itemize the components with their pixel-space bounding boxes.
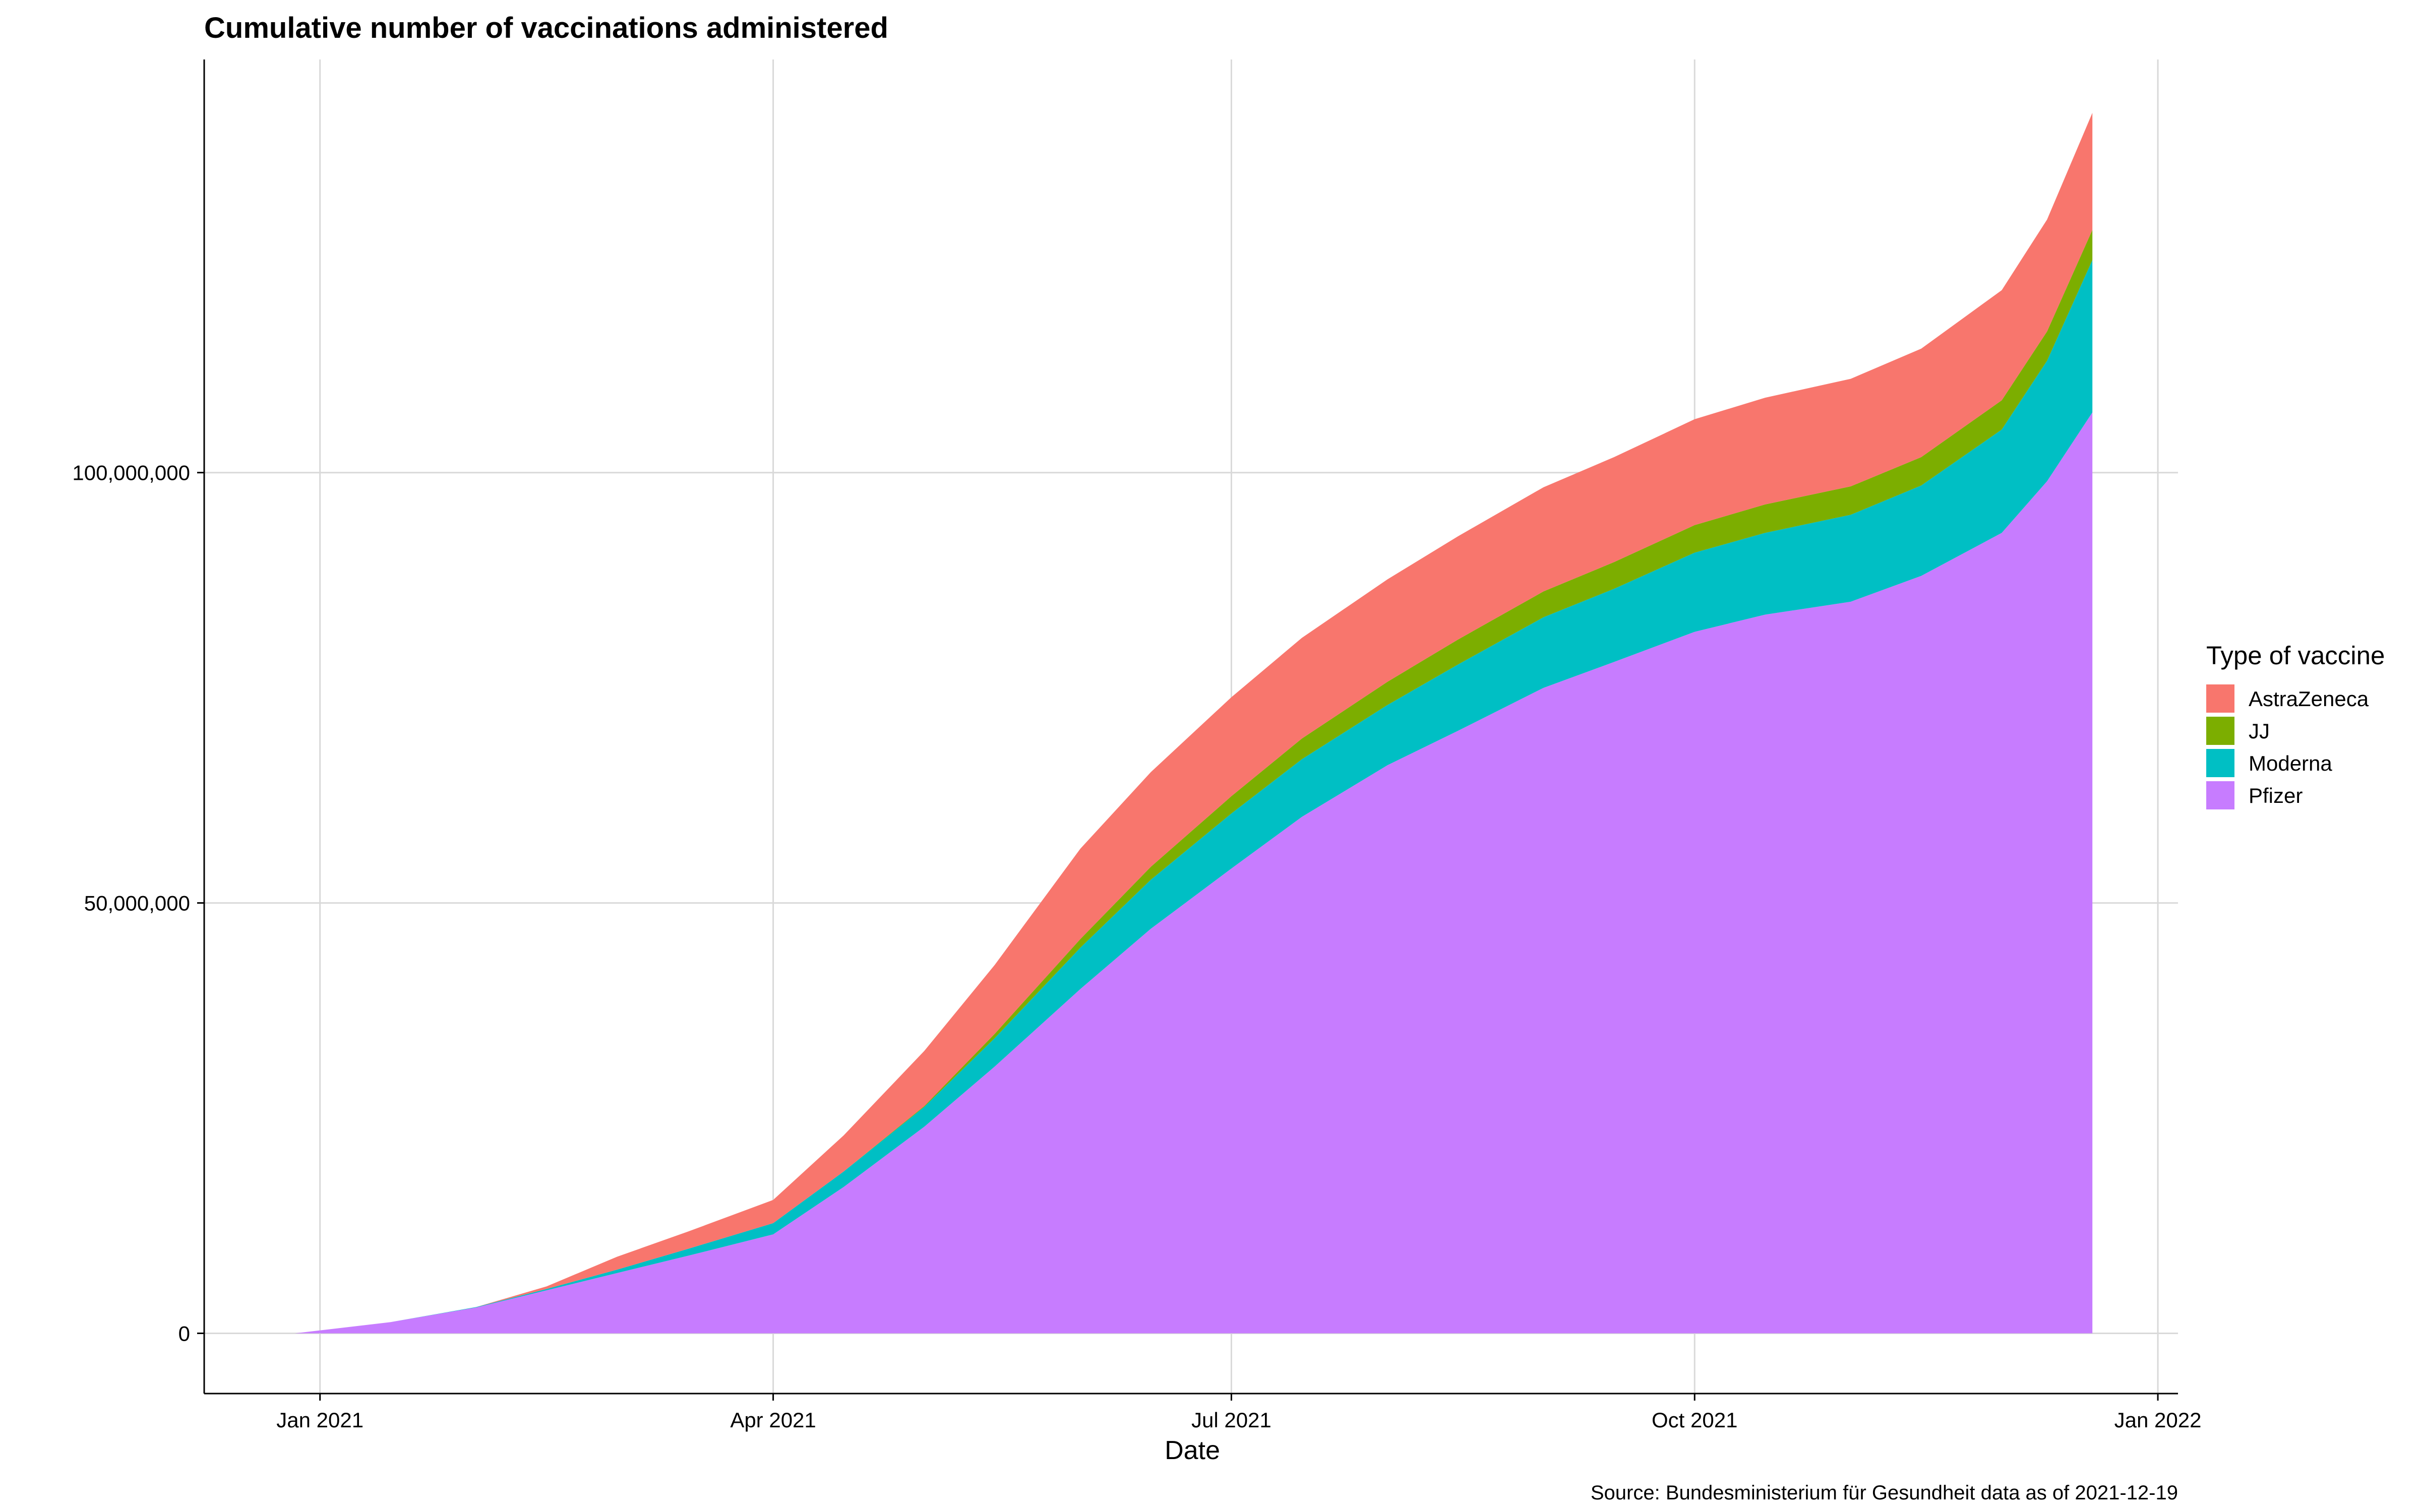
legend: Type of vaccine AstraZeneca JJ Moderna Pfiz…: [2206, 641, 2385, 809]
legend-label-astrazeneca: AstraZeneca: [2249, 687, 2369, 711]
x-tick-label-0: Jan 2021: [276, 1408, 364, 1432]
legend-swatch-jj: [2206, 717, 2234, 745]
y-tick-label-0: 0: [178, 1321, 190, 1345]
y-tick-label-1: 50,000,000: [84, 892, 190, 915]
x-axis-ticks: Jan 2021 Apr 2021 Jul 2021 Oct 2021 Jan 2022: [276, 1394, 2201, 1432]
area-series: [294, 112, 2093, 1334]
x-tick-label-4: Jan 2022: [2114, 1408, 2202, 1432]
area-pfizer: [294, 412, 2093, 1334]
legend-label-jj: JJ: [2249, 719, 2270, 743]
legend-label-pfizer: Pfizer: [2249, 784, 2303, 807]
x-tick-label-1: Apr 2021: [730, 1408, 816, 1432]
chart-title: Cumulative number of vaccinations admini…: [204, 12, 888, 44]
x-axis-label: Date: [1165, 1436, 1220, 1465]
legend-title: Type of vaccine: [2206, 641, 2385, 670]
legend-swatch-pfizer: [2206, 781, 2234, 809]
legend-swatch-astrazeneca: [2206, 684, 2234, 713]
x-tick-label-2: Jul 2021: [1191, 1408, 1272, 1432]
legend-items: AstraZeneca JJ Moderna Pfizer: [2206, 684, 2369, 809]
legend-swatch-moderna: [2206, 749, 2234, 777]
legend-label-moderna: Moderna: [2249, 751, 2332, 775]
y-axis-ticks: 0 50,000,000 100,000,000: [72, 461, 204, 1345]
x-tick-label-3: Oct 2021: [1652, 1408, 1737, 1432]
y-tick-label-2: 100,000,000: [72, 461, 190, 485]
source-caption: Source: Bundesministerium für Gesundheit…: [1591, 1482, 2178, 1504]
